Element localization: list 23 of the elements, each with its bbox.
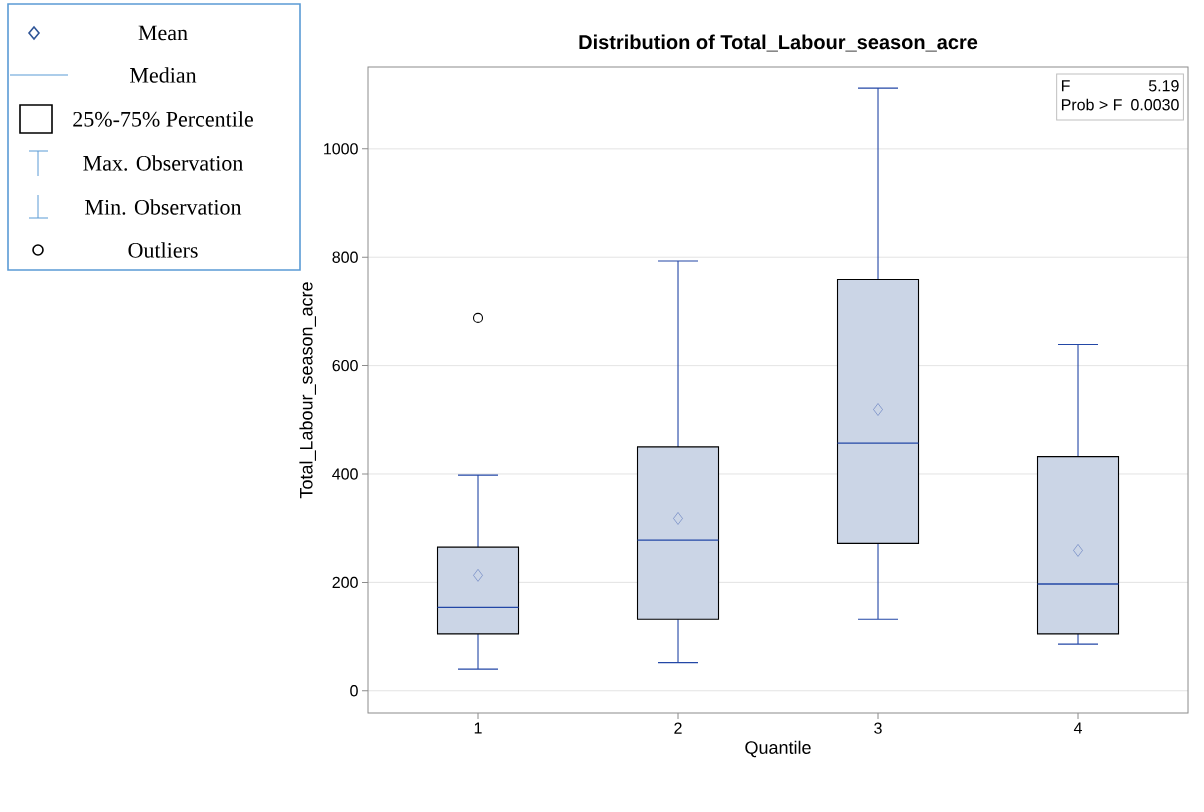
x-tick-label: 3 (874, 722, 882, 734)
annotation: F (1061, 80, 1070, 92)
text: Max. Observation (83, 155, 244, 171)
x-tick-label: 4 (1073, 722, 1082, 734)
text: Min. Observation (85, 199, 242, 215)
annotation: Prob > F (1061, 98, 1122, 111)
text: Median (130, 67, 197, 83)
y-tick-label: 600 (332, 359, 358, 372)
y-tick-label: 800 (332, 251, 358, 263)
text: 25%-75% Percentile (73, 111, 253, 127)
text: Outliers (128, 242, 198, 258)
annotation: 5.19 (1148, 80, 1179, 92)
x-tick-label: 1 (474, 722, 482, 734)
x-axis-title: Quantile (745, 740, 811, 758)
text: Mean (138, 25, 188, 41)
y-tick-label: 0 (350, 685, 358, 697)
y-tick-label: 400 (332, 468, 358, 480)
annotation: 0.0030 (1131, 99, 1179, 111)
y-tick-label: 1000 (324, 143, 358, 155)
chart-title: Distribution of Total_Labour_season_acre (579, 34, 978, 52)
x-tick-label: 2 (674, 722, 682, 734)
y-axis-title: Total_Labour_season_acre (299, 282, 317, 499)
y-tick-label: 200 (332, 576, 358, 589)
